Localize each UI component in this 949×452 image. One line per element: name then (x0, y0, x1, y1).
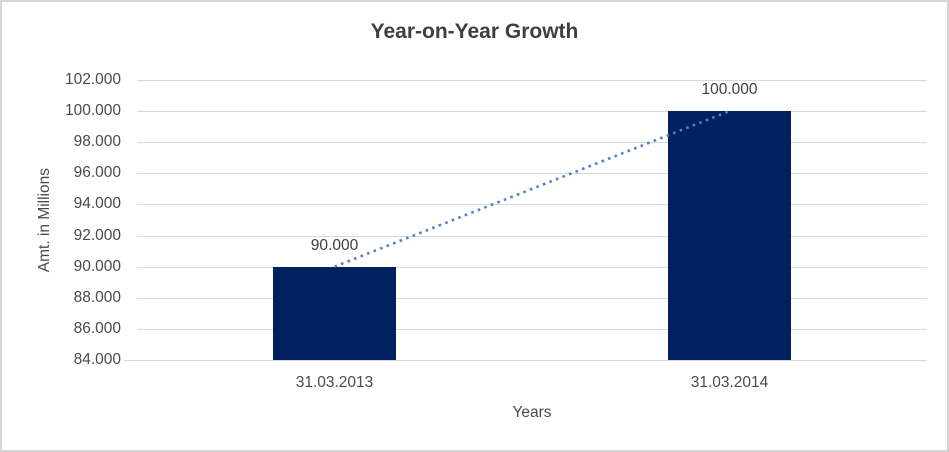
y-tick-label: 98.000 (73, 133, 121, 151)
x-axis-title: Years (512, 404, 552, 421)
gridline (137, 142, 927, 144)
gridline (137, 111, 927, 113)
gridline (137, 360, 927, 361)
gridline (137, 204, 927, 206)
gridline (137, 173, 927, 175)
bar (668, 111, 791, 360)
gridline (137, 235, 927, 237)
y-tick-label: 96.000 (73, 164, 121, 182)
gridline (137, 297, 927, 299)
gridline (137, 80, 927, 81)
y-tick-label: 90.000 (73, 257, 121, 275)
y-tick-label: 92.000 (73, 226, 121, 244)
y-axis-title-text: Amt. in Millions (35, 167, 53, 273)
gridline (137, 266, 927, 268)
chart-title: Year-on-Year Growth (370, 20, 579, 43)
gridline (137, 328, 927, 330)
y-tick-label: 100.000 (64, 102, 121, 120)
y-tick-label: 94.000 (73, 195, 121, 213)
x-tick-label: 31.03.2013 (295, 374, 374, 391)
bar (273, 266, 396, 360)
data-label: 100.000 (701, 81, 758, 99)
y-tick-label: 88.000 (73, 288, 121, 306)
x-axis-tick (124, 360, 137, 361)
x-tick-label: 31.03.2014 (690, 374, 769, 391)
y-tick-label: 102.000 (64, 71, 121, 88)
data-label: 90.000 (310, 236, 359, 254)
y-tick-label: 84.000 (73, 351, 121, 368)
y-tick-label: 86.000 (73, 319, 121, 337)
